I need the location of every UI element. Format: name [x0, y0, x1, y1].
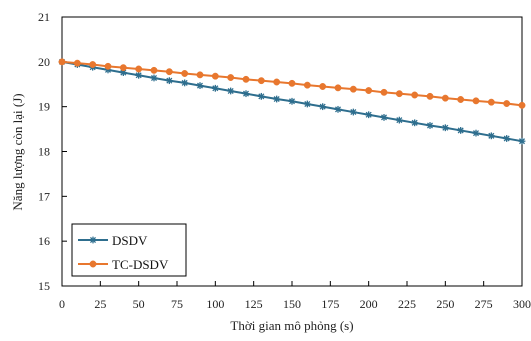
data-point	[273, 95, 281, 103]
data-point	[165, 68, 173, 76]
data-point	[365, 87, 373, 94]
data-point	[472, 97, 480, 105]
x-axis-label: Thời gian mô phỏng (s)	[230, 318, 353, 333]
x-tick-label: 275	[475, 297, 493, 311]
data-point	[503, 135, 511, 142]
y-tick-label: 19	[38, 100, 50, 114]
data-point	[288, 97, 296, 105]
data-point	[196, 82, 204, 89]
x-tick-label: 100	[206, 297, 224, 311]
data-point	[457, 96, 465, 103]
y-tick-label: 17	[38, 189, 50, 203]
series-tc-dsdv	[58, 58, 526, 109]
x-tick-label: 225	[398, 297, 416, 311]
data-point	[349, 85, 357, 93]
data-point	[395, 90, 403, 98]
data-point	[365, 111, 373, 119]
legend-label: TC-DSDV	[112, 257, 169, 272]
data-point	[334, 105, 342, 113]
data-point	[135, 65, 143, 73]
data-point	[518, 137, 526, 145]
data-point	[288, 79, 296, 87]
data-point	[426, 122, 434, 129]
data-point	[441, 124, 449, 132]
y-axis-label: Năng lượng còn lại (J)	[10, 93, 25, 210]
data-point	[457, 127, 465, 134]
data-point	[303, 100, 311, 108]
data-point	[380, 114, 388, 121]
data-point	[472, 129, 480, 137]
data-point	[181, 70, 189, 77]
legend-marker	[89, 236, 97, 244]
data-point	[319, 83, 327, 90]
data-point	[518, 101, 526, 109]
data-point	[58, 58, 66, 66]
legend-marker	[89, 260, 97, 268]
data-point	[411, 119, 419, 127]
data-point	[503, 100, 511, 107]
x-tick-label: 150	[283, 297, 301, 311]
legend-item: TC-DSDV	[78, 257, 169, 272]
data-point	[89, 61, 97, 68]
data-point	[150, 74, 158, 82]
x-tick-label: 250	[436, 297, 454, 311]
x-tick-label: 200	[360, 297, 378, 311]
x-tick-label: 300	[513, 297, 531, 311]
x-tick-label: 50	[133, 297, 145, 311]
y-tick-label: 18	[38, 145, 50, 159]
data-point	[242, 90, 250, 98]
data-point	[73, 59, 81, 67]
data-point	[227, 74, 235, 81]
data-point	[303, 81, 311, 89]
data-point	[411, 91, 419, 99]
x-tick-label: 0	[59, 297, 65, 311]
data-point	[441, 94, 449, 102]
data-point	[319, 103, 327, 111]
data-point	[135, 71, 143, 79]
data-point	[150, 66, 158, 74]
data-point	[380, 88, 388, 96]
data-point	[242, 75, 250, 83]
data-point	[273, 78, 281, 86]
series-dsdv	[58, 58, 526, 145]
data-point	[426, 92, 434, 100]
data-point	[104, 62, 112, 70]
data-point	[349, 108, 357, 116]
legend-box	[71, 223, 187, 277]
data-point	[181, 79, 189, 87]
x-axis-ticks: 0 25 50 75 100 125 150 175 200 225 250 275 300	[59, 281, 531, 311]
y-tick-label: 21	[38, 10, 50, 24]
x-tick-label: 25	[94, 297, 106, 311]
y-tick-label: 16	[38, 234, 50, 248]
data-point	[211, 72, 219, 80]
legend: DSDV TC-DSDV	[71, 223, 187, 277]
data-point	[165, 77, 173, 85]
data-point	[257, 92, 265, 100]
data-point	[487, 98, 495, 106]
legend-item: DSDV	[78, 233, 148, 248]
data-point	[211, 84, 219, 92]
y-tick-label: 15	[38, 279, 50, 293]
x-tick-label: 175	[321, 297, 339, 311]
y-tick-label: 20	[38, 55, 50, 69]
y-axis-ticks: 15 16 17 18 19 20 21	[38, 10, 67, 293]
data-point	[227, 87, 235, 95]
data-point	[395, 116, 403, 124]
series-layer	[58, 58, 526, 145]
x-tick-label: 75	[171, 297, 183, 311]
data-point	[257, 77, 265, 85]
x-tick-label: 125	[245, 297, 263, 311]
data-point	[196, 71, 204, 79]
data-point	[334, 84, 342, 92]
data-point	[119, 64, 127, 72]
legend-label: DSDV	[112, 233, 148, 248]
data-point	[487, 132, 495, 140]
